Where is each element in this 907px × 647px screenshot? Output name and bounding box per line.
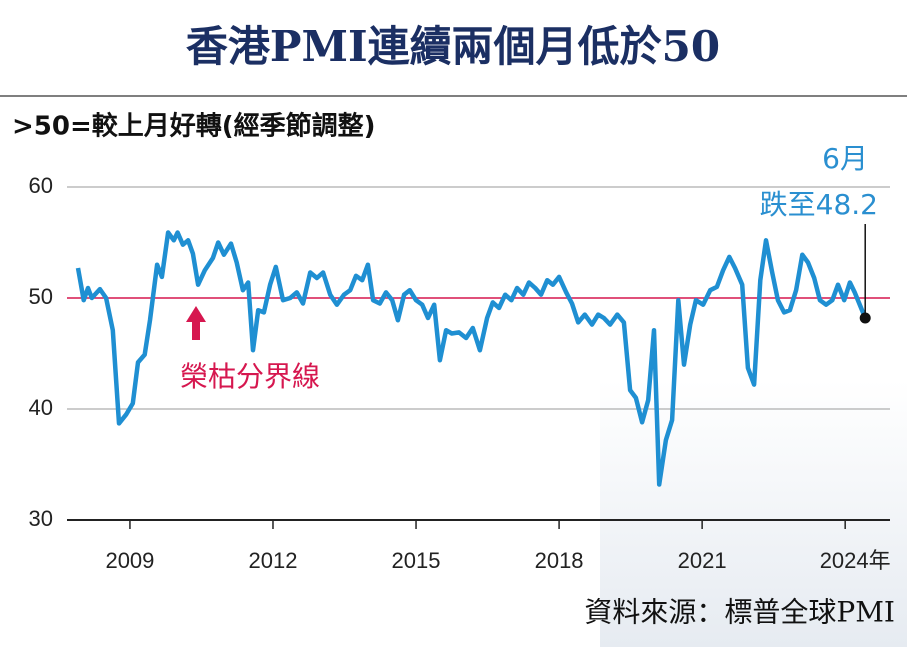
source-note: 資料來源：標普全球PMI [584,596,895,629]
y-tick-label: 30 [29,506,53,531]
reference-arrow [186,306,206,340]
annotation: 跌至48.2 [760,188,878,221]
y-tick-label: 60 [29,173,53,198]
x-tick-label: 2009 [105,548,154,573]
reference-label: 榮枯分界線 [180,360,320,393]
background-shade [600,380,907,647]
annotation: 6月 [822,142,868,175]
x-tick-label: 2024年 [820,548,891,573]
end-point [859,312,871,324]
x-tick-label: 2012 [249,548,298,573]
y-tick-label: 40 [29,395,53,420]
x-tick-label: 2018 [535,548,584,573]
chart-subtitle: >50=較上月好轉(經季節調整) [12,111,376,142]
chart-title: 香港PMI連續兩個月低於50 [186,22,720,71]
data-line [75,230,868,487]
x-tick-label: 2015 [392,548,441,573]
x-tick-label: 2021 [678,548,727,573]
y-tick-label: 50 [29,284,53,309]
